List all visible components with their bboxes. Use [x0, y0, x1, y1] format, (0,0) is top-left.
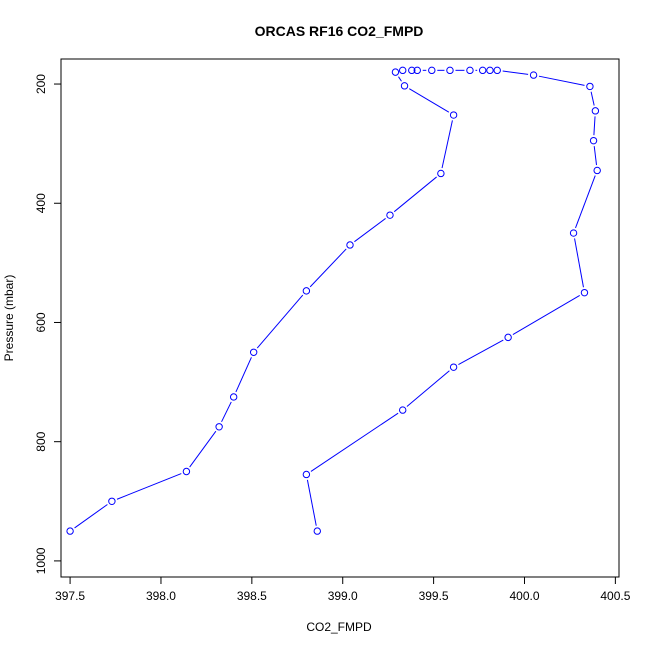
series-line-segment: [221, 401, 232, 423]
x-axis-label: CO2_FMPD: [306, 620, 372, 634]
data-point: [182, 467, 191, 476]
data-point: [569, 229, 578, 237]
series-line-segment: [74, 504, 108, 529]
data-point: [66, 527, 74, 535]
series-line-segment: [458, 339, 504, 365]
data-point: [580, 288, 589, 297]
series-line-segment: [590, 91, 595, 106]
data-point: [399, 406, 407, 414]
series-line-segment: [398, 76, 402, 82]
data-point: [589, 136, 598, 145]
x-axis: 397.5 398.0 398.5 399.0 399.5 400.0 400.5: [55, 576, 631, 603]
y-axis-label: Pressure (mbar): [2, 275, 16, 362]
x-tick-label: 399.0: [328, 589, 358, 603]
data-point: [478, 66, 487, 75]
series-line-segment: [512, 295, 580, 336]
data-point: [449, 111, 458, 119]
series-line-segment: [309, 248, 347, 288]
series-line-segment: [116, 473, 182, 500]
data-point: [346, 241, 354, 249]
data-point: [313, 527, 321, 535]
series-layer: [66, 66, 601, 535]
series-line-segment: [310, 412, 399, 472]
data-point: [249, 348, 258, 356]
x-tick-label: 398.5: [237, 589, 267, 603]
y-tick-label: 1000: [34, 547, 48, 574]
series-line-segment: [593, 116, 596, 136]
series-line-segment: [393, 176, 437, 213]
y-tick-label: 400: [34, 193, 48, 213]
data-point: [466, 66, 474, 75]
series-line-segment: [575, 175, 596, 229]
series-line-segment: [256, 294, 304, 349]
data-point: [215, 423, 223, 431]
series-line-segment: [593, 146, 598, 166]
data-point: [437, 169, 445, 178]
data-point: [593, 166, 601, 175]
series-line-segment: [441, 120, 453, 169]
data-point: [108, 497, 116, 505]
series-line-segment: [189, 430, 217, 468]
x-tick-label: 398.0: [146, 589, 176, 603]
x-tick-label: 397.5: [55, 589, 85, 603]
y-tick-label: 600: [34, 312, 48, 332]
y-tick-label: 800: [34, 431, 48, 451]
data-point: [529, 71, 538, 79]
series-line-segment: [574, 238, 584, 288]
y-axis: 200 400 600 800 1000: [34, 74, 62, 574]
data-point: [591, 107, 600, 115]
data-point: [586, 82, 594, 91]
data-point: [504, 333, 512, 342]
x-tick-label: 399.5: [419, 589, 449, 603]
data-point: [413, 66, 421, 75]
series-line-segment: [502, 70, 529, 75]
data-point: [449, 363, 458, 371]
data-point: [400, 82, 409, 90]
y-tick-label: 200: [34, 74, 48, 94]
data-point: [446, 66, 454, 75]
x-tick-label: 400.0: [509, 589, 539, 603]
data-point: [428, 66, 436, 75]
series-line-segment: [408, 88, 450, 113]
data-point: [229, 393, 238, 401]
data-point: [391, 68, 400, 76]
series-line-segment: [538, 75, 585, 86]
data-point: [386, 211, 394, 219]
series-line-segment: [354, 218, 386, 243]
data-point: [408, 66, 416, 75]
chart-title: ORCAS RF16 CO2_FMPD: [255, 23, 424, 39]
series-line-segment: [306, 479, 317, 526]
data-point: [302, 470, 311, 479]
series-line-segment: [406, 370, 450, 407]
series-line-segment: [235, 357, 252, 393]
data-point: [399, 66, 407, 75]
data-point: [486, 66, 494, 75]
x-tick-label: 400.5: [600, 589, 630, 603]
data-point: [493, 66, 501, 75]
data-point: [302, 287, 311, 295]
